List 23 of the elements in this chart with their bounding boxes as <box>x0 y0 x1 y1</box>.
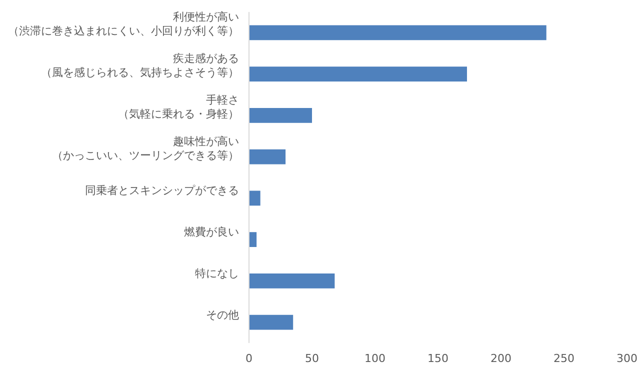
bar <box>249 273 335 288</box>
y-tick-label: 疾走感がある（風を感じられる、気持ちよさそう等） <box>41 52 239 80</box>
bar <box>249 314 294 330</box>
bar <box>249 232 257 248</box>
y-tick-label: その他 <box>206 308 239 322</box>
bar <box>249 149 286 164</box>
bar <box>249 190 260 206</box>
y-tick-label: 特になし <box>195 266 239 280</box>
bar <box>249 66 467 82</box>
x-tick-label: 100 <box>364 352 386 365</box>
y-tick-label: 同乗者とスキンシップができる <box>85 184 239 198</box>
y-tick-label: 趣味性が高い（かっこいい、ツーリングできる等） <box>52 134 239 162</box>
x-tick-label: 300 <box>616 352 638 365</box>
x-tick-label: 0 <box>246 352 252 365</box>
x-tick-label: 50 <box>305 352 319 365</box>
y-tick-label: 手軽さ（気軽に乗れる・身軽） <box>118 93 239 120</box>
x-tick-label: 200 <box>490 352 512 365</box>
y-tick-label: 燃費が良い <box>184 226 239 239</box>
x-tick-label: 150 <box>428 352 448 365</box>
bar <box>249 108 312 123</box>
x-tick-label: 250 <box>554 352 574 365</box>
y-tick-label: 利便性が高い（渋滞に巻き込まれにくい、小回りが利く等） <box>8 10 239 38</box>
bar <box>249 25 546 40</box>
